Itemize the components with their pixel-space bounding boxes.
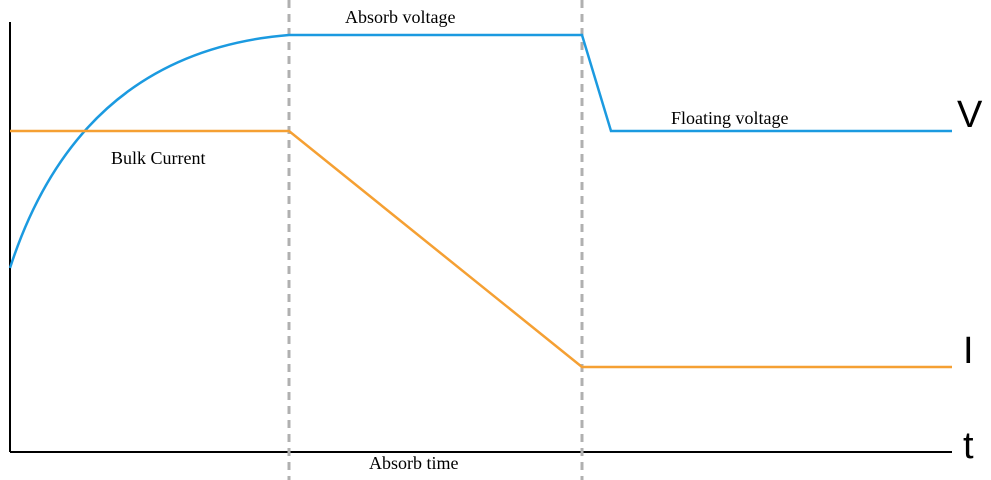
- v-axis-label: V: [957, 94, 983, 136]
- t-axis-label: t: [963, 425, 974, 467]
- floating-voltage-label: Floating voltage: [671, 108, 788, 128]
- voltage-curve: [8, 33, 952, 269]
- i-axis-label: I: [963, 330, 974, 372]
- bulk-current-label: Bulk Current: [111, 148, 206, 168]
- absorb-voltage-label: Absorb voltage: [345, 7, 455, 27]
- absorb-time-label: Absorb time: [369, 453, 459, 473]
- current-curve: [10, 129, 952, 369]
